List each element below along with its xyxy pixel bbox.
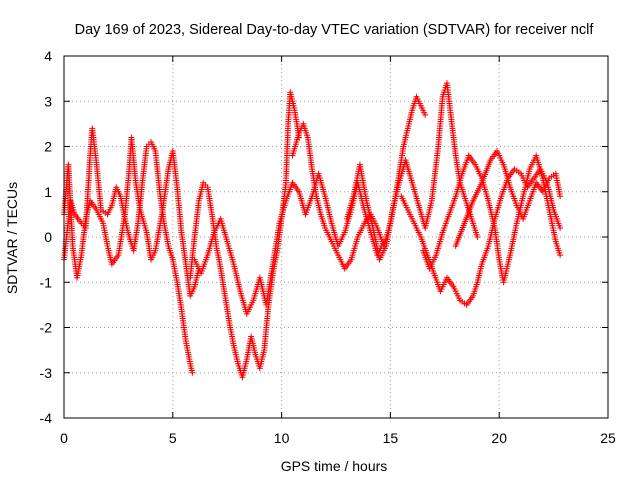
- data-point-marker: [557, 224, 564, 231]
- chart-title: Day 169 of 2023, Sidereal Day-to-day VTE…: [75, 22, 595, 38]
- x-tick-label: 10: [274, 430, 290, 446]
- data-point-marker: [474, 234, 481, 240]
- y-tick-label: 1: [44, 184, 52, 200]
- data-point-marker: [189, 369, 196, 376]
- x-tick-label: 20: [491, 430, 507, 446]
- series-track-b: [61, 134, 202, 299]
- y-tick-label: -3: [40, 365, 53, 381]
- y-tick-label: 3: [44, 93, 52, 109]
- series-track-c: [187, 89, 303, 381]
- y-tick-label: 0: [44, 229, 52, 245]
- y-tick-label: -1: [40, 274, 53, 290]
- data-point-marker: [557, 252, 564, 259]
- y-tick-label: -4: [40, 410, 53, 426]
- y-axis-label: SDTVAR / TECUs: [4, 182, 20, 294]
- x-tick-label: 0: [60, 430, 68, 446]
- x-tick-label: 25: [600, 430, 616, 446]
- x-axis-tick-labels: 0 5 10 15 20 25: [60, 430, 616, 446]
- data-markers: [61, 80, 564, 381]
- data-point-marker: [422, 111, 429, 118]
- x-tick-label: 15: [383, 430, 399, 446]
- x-axis-label: GPS time / hours: [281, 458, 388, 474]
- y-tick-label: 2: [44, 139, 52, 155]
- y-tick-label: 4: [44, 48, 52, 64]
- series-track-f: [343, 80, 481, 263]
- series-track-h: [420, 152, 564, 286]
- data-point-marker: [557, 193, 564, 200]
- series-track-i: [452, 148, 564, 250]
- x-tick-label: 5: [169, 430, 177, 446]
- plot-frame: [63, 55, 609, 419]
- y-tick-label: -2: [40, 320, 53, 336]
- y-axis-tick-labels: 4 3 2 1 0 -1 -2 -3 -4: [40, 48, 53, 426]
